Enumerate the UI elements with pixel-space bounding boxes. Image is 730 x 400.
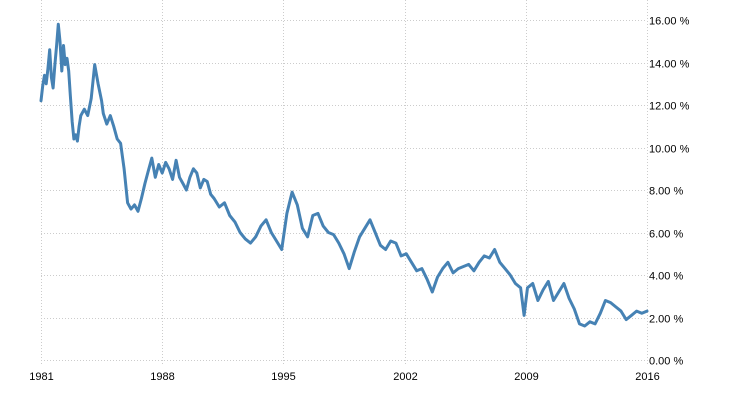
- x-tick-label: 1981: [29, 371, 53, 383]
- x-axis-tick-labels: 1981 1988 1995 2002 2009 2016: [29, 371, 659, 383]
- y-tick-label: 4.00 %: [649, 271, 683, 283]
- y-axis-tick-labels: 0.00 % 2.00 % 4.00 % 6.00 % 8.00 % 10.00 % 12.…: [649, 16, 690, 368]
- y-tick-label: 8.00 %: [649, 186, 683, 198]
- y-tick-label: 16.00 %: [649, 16, 690, 28]
- x-tick-label: 2016: [635, 371, 659, 383]
- y-tick-label: 14.00 %: [649, 59, 690, 71]
- y-tick-label: 10.00 %: [649, 144, 690, 156]
- x-tick-label: 1995: [271, 371, 295, 383]
- x-tick-label: 2009: [514, 371, 538, 383]
- x-tick-label: 1988: [150, 371, 174, 383]
- y-tick-label: 6.00 %: [649, 229, 683, 241]
- x-tick-label: 2002: [393, 371, 417, 383]
- grid-lines: [41, 0, 648, 366]
- y-tick-label: 0.00 %: [649, 356, 683, 368]
- y-tick-label: 12.00 %: [649, 101, 690, 113]
- y-tick-label: 2.00 %: [649, 314, 683, 326]
- yield-series-line: [39, 22, 649, 328]
